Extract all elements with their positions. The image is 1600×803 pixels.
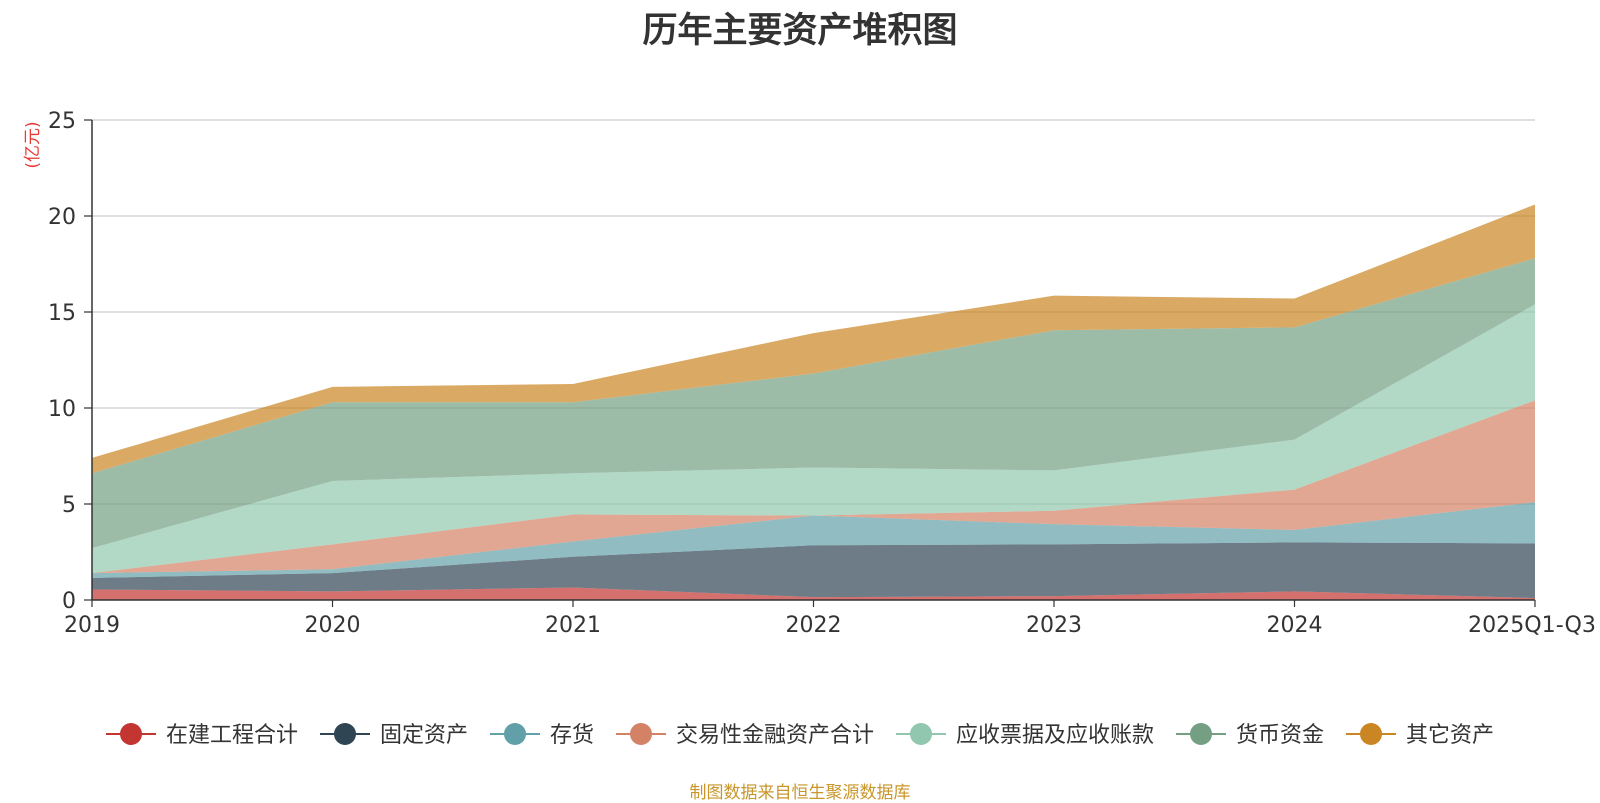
x-tick-label-0: 2019 (64, 613, 120, 638)
y-tick-label-20: 20 (48, 205, 76, 230)
legend-marker-5 (1190, 723, 1212, 745)
x-tick-label-2: 2021 (545, 613, 601, 638)
y-tick-label-25: 25 (48, 109, 76, 134)
x-tick-label-4: 2023 (1026, 613, 1082, 638)
legend-label-3: 交易性金融资产合计 (676, 723, 874, 748)
legend-label-1: 固定资产 (380, 723, 468, 748)
x-tick-label-3: 2022 (786, 613, 842, 638)
legend-item-6[interactable]: 其它资产 (1346, 723, 1494, 748)
chart-title: 历年主要资产堆积图 (642, 11, 958, 51)
legend-label-6: 其它资产 (1406, 723, 1494, 748)
x-tick-label-5: 2024 (1267, 613, 1323, 638)
x-tick-label-6: 2025Q1-Q3 (1468, 613, 1596, 638)
legend-label-0: 在建工程合计 (166, 723, 298, 748)
legend-marker-2 (504, 723, 526, 745)
x-tick-label-1: 2020 (305, 613, 361, 638)
area-series-3[interactable] (92, 400, 1535, 574)
legend-item-3[interactable]: 交易性金融资产合计 (616, 723, 874, 748)
legend-marker-1 (334, 723, 356, 745)
legend-marker-4 (910, 723, 932, 745)
legend-item-4[interactable]: 应收票据及应收账款 (896, 723, 1154, 748)
legend-marker-0 (120, 723, 142, 745)
y-tick-label-0: 0 (62, 589, 76, 614)
legend[interactable]: 在建工程合计 固定资产 存货 交易性金融资产合计 应收票据及应收账款 货币资金 其它资产 (106, 723, 1494, 748)
y-axis-unit: (亿元) (23, 121, 43, 168)
legend-item-2[interactable]: 存货 (490, 723, 594, 748)
legend-label-4: 应收票据及应收账款 (956, 723, 1154, 748)
area-series-4[interactable] (92, 304, 1535, 574)
legend-item-1[interactable]: 固定资产 (320, 723, 468, 748)
data-source-note: 制图数据来自恒生聚源数据库 (689, 783, 911, 803)
axis-layer: 0 5 10 15 20 25 2019 2020 2021 2022 2023 2024 2025Q1… (48, 109, 1596, 638)
legend-item-0[interactable]: 在建工程合计 (106, 723, 298, 748)
y-tick-label-15: 15 (48, 301, 76, 326)
area-series-2[interactable] (92, 502, 1535, 578)
area-series-5[interactable] (92, 258, 1535, 549)
legend-label-2: 存货 (550, 723, 594, 748)
area-series-0[interactable] (92, 587, 1535, 600)
area-series-6[interactable] (92, 204, 1535, 474)
legend-marker-3 (630, 723, 652, 745)
y-tick-label-10: 10 (48, 397, 76, 422)
legend-label-5: 货币资金 (1236, 723, 1324, 748)
area-layer (92, 204, 1535, 600)
legend-item-5[interactable]: 货币资金 (1176, 723, 1324, 748)
y-tick-label-5: 5 (62, 493, 76, 518)
area-series-1[interactable] (92, 542, 1535, 599)
legend-marker-6 (1360, 723, 1382, 745)
